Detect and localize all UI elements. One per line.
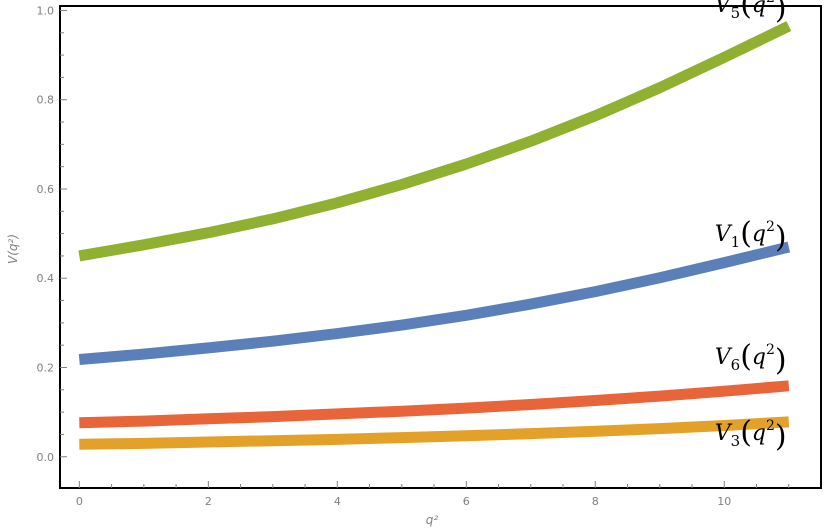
y-tick-label: 0.6 <box>37 183 55 196</box>
minor-ticks <box>60 32 790 488</box>
x-tick-label: 8 <box>592 495 599 508</box>
x-tick-label: 0 <box>76 495 83 508</box>
series-labels: V5(q2) V1(q2) V6(q2) V3(q2) <box>715 0 787 454</box>
x-tick-label: 2 <box>205 495 212 508</box>
plot-frame <box>59 5 822 489</box>
series-line-v3 <box>79 416 790 450</box>
y-tick-label: 0.0 <box>37 451 55 464</box>
x-tick-label: 6 <box>463 495 470 508</box>
series-line-v5 <box>78 21 792 262</box>
series-line-v6 <box>79 380 790 429</box>
series-label: V5(q2) <box>715 0 787 26</box>
y-tick-label: 0.4 <box>37 272 55 285</box>
y-axis-ticks: 0.0 0.2 0.4 0.6 0.8 1.0 <box>37 4 67 464</box>
x-tick-label: 4 <box>334 495 341 508</box>
series-lines <box>78 21 792 450</box>
y-tick-label: 0.2 <box>37 362 55 375</box>
series-label: V6(q2) <box>715 339 787 378</box>
series-line-v1 <box>78 241 791 365</box>
x-axis-ticks: 0 2 4 6 8 10 <box>76 481 731 508</box>
series-label: V3(q2) <box>715 415 787 454</box>
x-tick-label: 10 <box>717 495 731 508</box>
y-axis-label: V(q²) <box>6 234 20 264</box>
series-label: V1(q2) <box>715 216 787 255</box>
y-tick-label: 1.0 <box>37 4 55 17</box>
y-tick-label: 0.8 <box>37 94 55 107</box>
x-axis-label: q² <box>426 513 439 527</box>
